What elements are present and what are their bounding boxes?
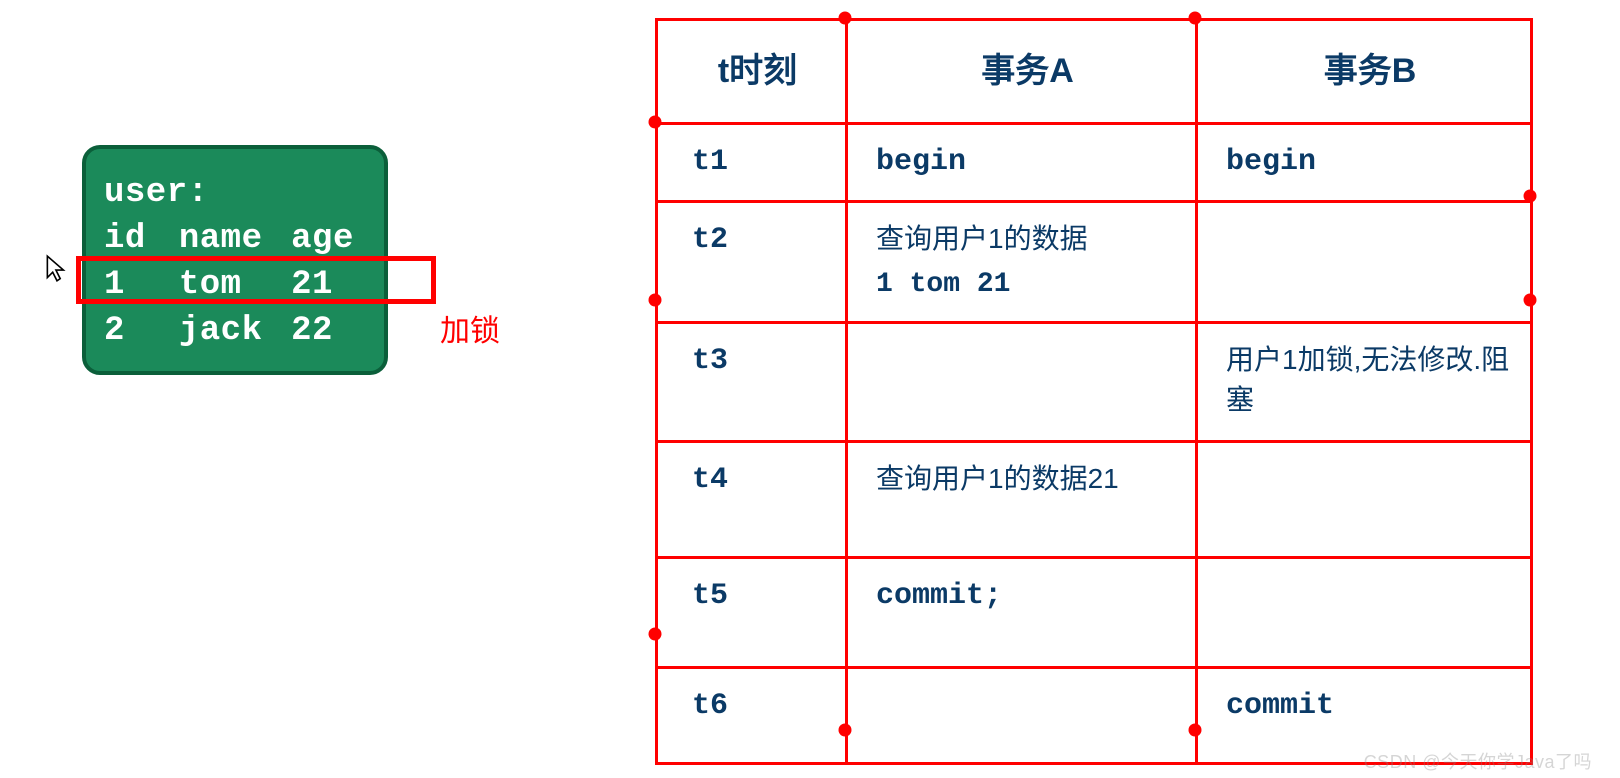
txn-b-cell [1197,202,1532,323]
watermark: CSDN @今天你学Java了吗 [1364,748,1592,774]
time-cell: t2 [657,202,847,323]
row-highlight-rect [76,256,436,304]
transaction-table: t时刻 事务A 事务B t1beginbegint2查询用户1的数据1 tom … [655,18,1533,765]
cell: jack [179,309,291,355]
user-table-title: user: [104,171,366,217]
grid-dot [839,724,852,737]
col-time: t时刻 [657,20,847,124]
time-cell: t3 [657,323,847,442]
txn-a-cell: commit; [847,558,1197,668]
grid-dot [649,294,662,307]
table-row: t1beginbegin [657,124,1532,202]
txn-a-cell: begin [847,124,1197,202]
lock-label: 加锁 [440,306,500,350]
txn-a-cell: 查询用户1的数据21 [847,442,1197,558]
table-row: t4查询用户1的数据21 [657,442,1532,558]
cell: 22 [291,309,366,355]
txn-a-cell [847,323,1197,442]
cell: 2 [104,309,179,355]
col-txn-b: 事务B [1197,20,1532,124]
grid-dot [1189,12,1202,25]
cursor-icon [44,254,70,284]
grid-dot [1524,190,1537,203]
table-row: t2查询用户1的数据1 tom 21 [657,202,1532,323]
user-table-row: 2 jack 22 [104,309,366,355]
grid-dot [1189,724,1202,737]
time-cell: t1 [657,124,847,202]
grid-dot [649,116,662,129]
txn-a-cell [847,668,1197,764]
txn-b-cell [1197,442,1532,558]
time-cell: t4 [657,442,847,558]
txn-b-cell: begin [1197,124,1532,202]
txn-a-cell: 查询用户1的数据1 tom 21 [847,202,1197,323]
table-row: t3 用户1加锁,无法修改.阻塞 [657,323,1532,442]
grid-dot [649,628,662,641]
col-txn-a: 事务A [847,20,1197,124]
grid-dot [839,12,852,25]
grid-dot [1524,294,1537,307]
time-cell: t6 [657,668,847,764]
txn-b-cell: 用户1加锁,无法修改.阻塞 [1197,323,1532,442]
txn-b-cell [1197,558,1532,668]
time-cell: t5 [657,558,847,668]
table-row: t5commit; [657,558,1532,668]
table-header-row: t时刻 事务A 事务B [657,20,1532,124]
